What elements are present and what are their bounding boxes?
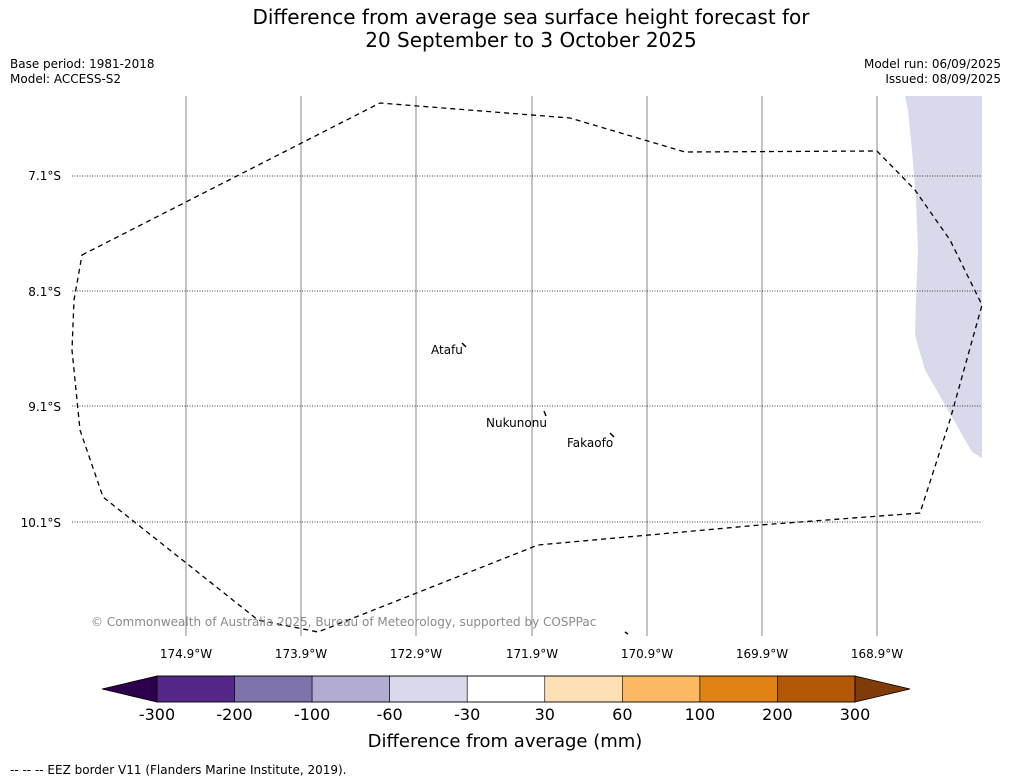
lon-label: 172.9°W <box>390 647 442 661</box>
colorbar: -300 -200 -100 -60 -30 30 60 100 200 300 Differen… <box>101 675 911 752</box>
colorbar-tick-label: 200 <box>762 705 793 724</box>
lat-label: 10.1°S <box>21 516 61 530</box>
atoll-marks <box>461 342 629 635</box>
fakaofo-mark <box>609 432 615 438</box>
place-labels: Atafu Nukunonu Fakaofo <box>431 343 613 450</box>
longitude-grid <box>185 96 878 636</box>
lat-label: 7.1°S <box>28 169 61 183</box>
colorbar-segment <box>156 675 235 703</box>
colorbar-tick-label: -200 <box>216 705 252 724</box>
map-area: Atafu Nukunonu Fakaofo © Commonwealth of… <box>21 96 983 661</box>
colorbar-ticks: -300 -200 -100 -60 -30 30 60 100 200 300 <box>139 705 870 724</box>
colorbar-extend-high <box>854 675 911 703</box>
latitude-grid <box>72 175 982 523</box>
colorbar-segment <box>699 675 778 703</box>
title-line-1: Difference from average sea surface heig… <box>252 5 810 29</box>
base-period-text: Base period: 1981-2018 <box>10 57 155 71</box>
lon-label: 171.9°W <box>506 647 558 661</box>
place-label-fakaofo: Fakaofo <box>567 436 613 450</box>
colorbar-segment <box>544 675 623 703</box>
eez-legend-text: -- -- -- EEZ border V11 (Flanders Marine… <box>10 763 347 777</box>
meta-left: Base period: 1981-2018 Model: ACCESS-S2 <box>10 57 155 87</box>
atafu-mark <box>461 342 467 348</box>
lat-label: 8.1°S <box>28 285 61 299</box>
place-label-nukunonu: Nukunonu <box>486 416 547 430</box>
colorbar-segment <box>777 675 856 703</box>
eez-border <box>71 102 983 633</box>
lat-labels: 7.1°S 8.1°S 9.1°S 10.1°S <box>21 169 61 530</box>
lon-label: 168.9°W <box>851 647 903 661</box>
small-island-mark <box>624 631 629 635</box>
chart-title: Difference from average sea surface heig… <box>0 6 1011 52</box>
place-label-atafu: Atafu <box>431 343 463 357</box>
issued-text: Issued: 08/09/2025 <box>885 72 1001 86</box>
lon-label: 174.9°W <box>160 647 212 661</box>
colorbar-label: Difference from average (mm) <box>368 731 643 752</box>
colorbar-tick-label: -100 <box>294 705 330 724</box>
lat-label: 9.1°S <box>28 400 61 414</box>
colorbar-segment <box>622 675 701 703</box>
colorbar-tick-label: 100 <box>685 705 716 724</box>
meta-right: Model run: 06/09/2025 Issued: 08/09/2025 <box>864 57 1001 87</box>
nukunonu-mark <box>543 410 547 417</box>
lon-labels: 174.9°W 173.9°W 172.9°W 171.9°W 170.9°W … <box>160 647 903 661</box>
model-text: Model: ACCESS-S2 <box>10 72 122 86</box>
lon-label: 173.9°W <box>275 647 327 661</box>
colorbar-segment <box>234 675 313 703</box>
colorbar-tick-label: -300 <box>139 705 175 724</box>
colorbar-tick-label: -30 <box>454 705 480 724</box>
shaded-anomaly-region <box>905 96 982 458</box>
model-run-text: Model run: 06/09/2025 <box>863 57 1001 71</box>
colorbar-tick-label: -60 <box>377 705 403 724</box>
colorbar-extend-low <box>101 675 158 703</box>
lon-label: 169.9°W <box>736 647 788 661</box>
copyright-text: © Commonwealth of Australia 2025, Bureau… <box>91 615 596 629</box>
title-line-2: 20 September to 3 October 2025 <box>365 28 697 52</box>
colorbar-segment <box>389 675 468 703</box>
colorbar-tick-label: 30 <box>535 705 555 724</box>
colorbar-tick-label: 300 <box>840 705 871 724</box>
colorbar-segments <box>156 675 856 703</box>
colorbar-segment <box>311 675 390 703</box>
colorbar-segment <box>466 675 546 703</box>
colorbar-outline <box>156 675 856 703</box>
lon-label: 170.9°W <box>621 647 673 661</box>
colorbar-tick-label: 60 <box>612 705 632 724</box>
